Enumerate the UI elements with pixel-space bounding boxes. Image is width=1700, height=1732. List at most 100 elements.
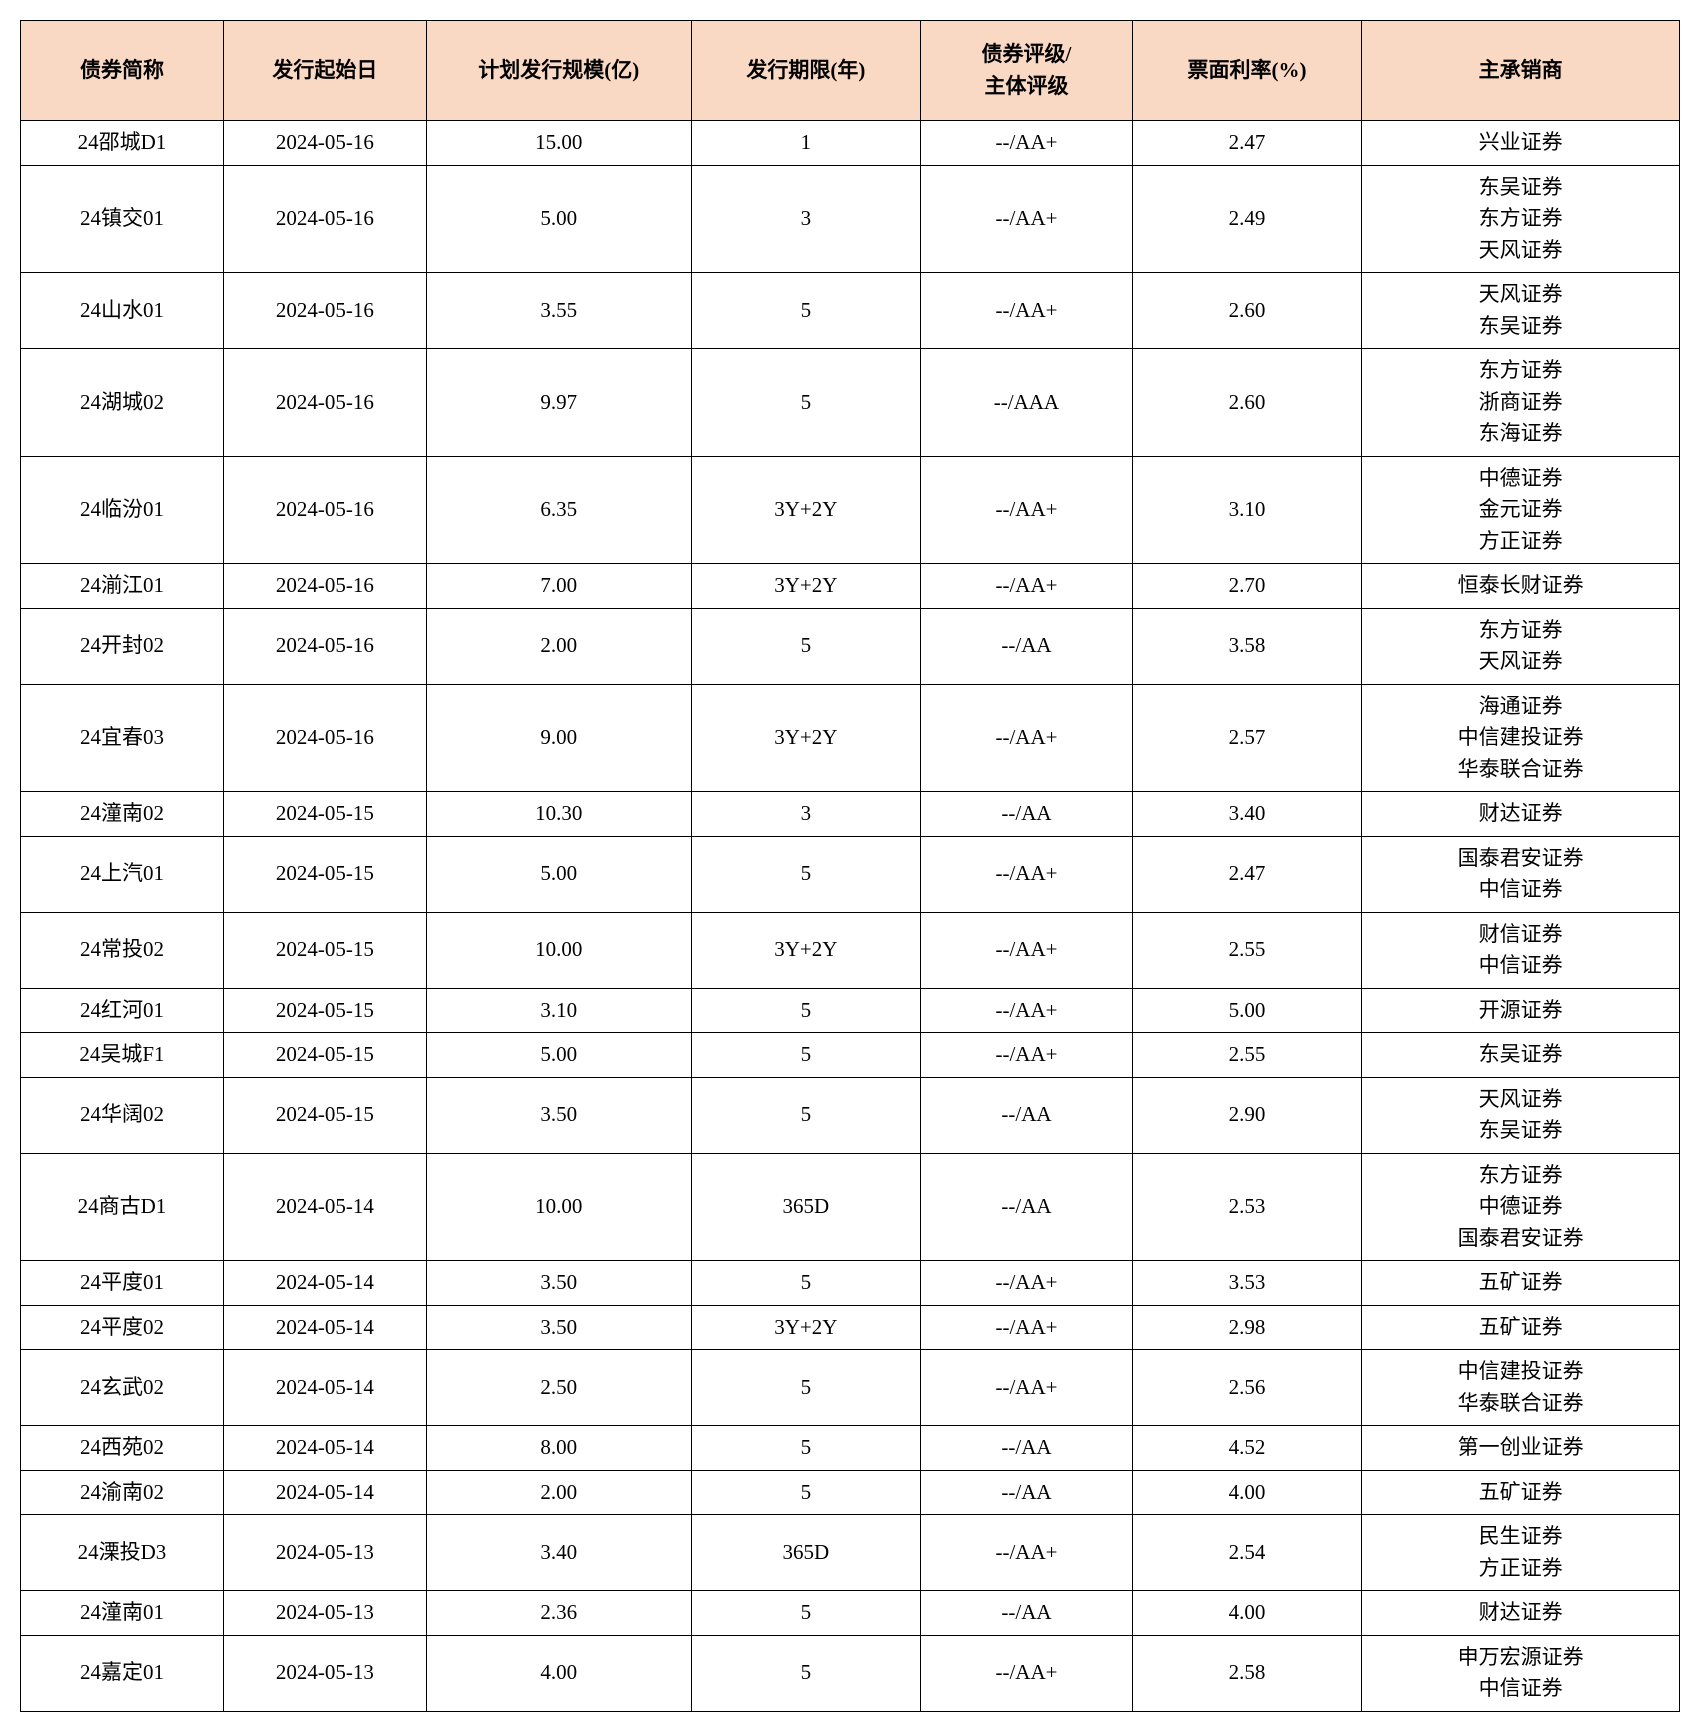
cell-underwriter: 开源证券	[1362, 988, 1680, 1033]
cell-scale: 2.00	[426, 608, 691, 684]
header-rate: 票面利率(%)	[1132, 21, 1361, 121]
cell-scale: 8.00	[426, 1426, 691, 1471]
cell-rate: 4.00	[1132, 1591, 1361, 1636]
header-rating: 债券评级/ 主体评级	[921, 21, 1133, 121]
cell-term: 1	[691, 121, 920, 166]
cell-issue-date: 2024-05-14	[223, 1305, 426, 1350]
cell-issue-date: 2024-05-16	[223, 684, 426, 792]
cell-underwriter: 天风证券 东吴证券	[1362, 1077, 1680, 1153]
cell-issue-date: 2024-05-16	[223, 608, 426, 684]
cell-rate: 2.90	[1132, 1077, 1361, 1153]
table-row: 24临汾012024-05-166.353Y+2Y--/AA+3.10中德证券 …	[21, 456, 1680, 564]
cell-scale: 4.00	[426, 1635, 691, 1711]
cell-term: 5	[691, 1350, 920, 1426]
cell-rating: --/AA+	[921, 912, 1133, 988]
cell-term: 5	[691, 1470, 920, 1515]
cell-rating: --/AA+	[921, 1635, 1133, 1711]
cell-rating: --/AA+	[921, 165, 1133, 273]
cell-rate: 4.00	[1132, 1470, 1361, 1515]
cell-issue-date: 2024-05-16	[223, 273, 426, 349]
cell-rate: 2.57	[1132, 684, 1361, 792]
cell-rate: 2.55	[1132, 912, 1361, 988]
cell-rate: 2.70	[1132, 564, 1361, 609]
cell-term: 5	[691, 1033, 920, 1078]
cell-term: 5	[691, 1261, 920, 1306]
cell-bond-name: 24吴城F1	[21, 1033, 224, 1078]
cell-rating: --/AA	[921, 1426, 1133, 1471]
table-row: 24山水012024-05-163.555--/AA+2.60天风证券 东吴证券	[21, 273, 1680, 349]
table-row: 24华阔022024-05-153.505--/AA2.90天风证券 东吴证券	[21, 1077, 1680, 1153]
cell-term: 3Y+2Y	[691, 1305, 920, 1350]
cell-underwriter: 东方证券 浙商证券 东海证券	[1362, 349, 1680, 457]
cell-rating: --/AA	[921, 792, 1133, 837]
cell-rating: --/AA+	[921, 273, 1133, 349]
cell-rating: --/AA+	[921, 1261, 1133, 1306]
table-row: 24常投022024-05-1510.003Y+2Y--/AA+2.55财信证券…	[21, 912, 1680, 988]
cell-rating: --/AA+	[921, 564, 1133, 609]
cell-underwriter: 财信证券 中信证券	[1362, 912, 1680, 988]
cell-scale: 3.50	[426, 1077, 691, 1153]
cell-rating: --/AA+	[921, 121, 1133, 166]
cell-bond-name: 24平度02	[21, 1305, 224, 1350]
cell-issue-date: 2024-05-15	[223, 1077, 426, 1153]
cell-scale: 9.97	[426, 349, 691, 457]
cell-scale: 10.00	[426, 912, 691, 988]
table-row: 24平度012024-05-143.505--/AA+3.53五矿证券	[21, 1261, 1680, 1306]
cell-underwriter: 东吴证券	[1362, 1033, 1680, 1078]
cell-rate: 2.60	[1132, 273, 1361, 349]
table-row: 24吴城F12024-05-155.005--/AA+2.55东吴证券	[21, 1033, 1680, 1078]
cell-issue-date: 2024-05-15	[223, 912, 426, 988]
cell-underwriter: 第一创业证券	[1362, 1426, 1680, 1471]
cell-bond-name: 24平度01	[21, 1261, 224, 1306]
cell-term: 3	[691, 792, 920, 837]
cell-underwriter: 民生证券 方正证券	[1362, 1515, 1680, 1591]
cell-term: 3Y+2Y	[691, 684, 920, 792]
cell-scale: 3.40	[426, 1515, 691, 1591]
cell-underwriter: 五矿证券	[1362, 1305, 1680, 1350]
cell-issue-date: 2024-05-14	[223, 1350, 426, 1426]
cell-rate: 3.10	[1132, 456, 1361, 564]
cell-term: 3	[691, 165, 920, 273]
cell-bond-name: 24临汾01	[21, 456, 224, 564]
cell-issue-date: 2024-05-15	[223, 836, 426, 912]
cell-term: 5	[691, 273, 920, 349]
header-scale: 计划发行规模(亿)	[426, 21, 691, 121]
cell-underwriter: 财达证券	[1362, 1591, 1680, 1636]
cell-term: 3Y+2Y	[691, 456, 920, 564]
cell-issue-date: 2024-05-16	[223, 121, 426, 166]
cell-rate: 2.60	[1132, 349, 1361, 457]
cell-issue-date: 2024-05-16	[223, 349, 426, 457]
cell-rate: 2.56	[1132, 1350, 1361, 1426]
table-row: 24溧投D32024-05-133.40365D--/AA+2.54民生证券 方…	[21, 1515, 1680, 1591]
cell-rate: 2.47	[1132, 836, 1361, 912]
cell-rating: --/AA	[921, 608, 1133, 684]
table-row: 24宜春032024-05-169.003Y+2Y--/AA+2.57海通证券 …	[21, 684, 1680, 792]
cell-issue-date: 2024-05-15	[223, 1033, 426, 1078]
cell-rating: --/AA	[921, 1153, 1133, 1261]
cell-term: 5	[691, 1591, 920, 1636]
cell-scale: 5.00	[426, 1033, 691, 1078]
cell-bond-name: 24华阔02	[21, 1077, 224, 1153]
cell-issue-date: 2024-05-14	[223, 1470, 426, 1515]
cell-underwriter: 兴业证券	[1362, 121, 1680, 166]
cell-underwriter: 恒泰长财证券	[1362, 564, 1680, 609]
cell-bond-name: 24湖城02	[21, 349, 224, 457]
cell-rate: 3.53	[1132, 1261, 1361, 1306]
cell-rating: --/AAA	[921, 349, 1133, 457]
cell-rating: --/AA+	[921, 836, 1133, 912]
cell-underwriter: 五矿证券	[1362, 1470, 1680, 1515]
table-row: 24西苑022024-05-148.005--/AA4.52第一创业证券	[21, 1426, 1680, 1471]
cell-underwriter: 天风证券 东吴证券	[1362, 273, 1680, 349]
cell-issue-date: 2024-05-15	[223, 792, 426, 837]
cell-bond-name: 24湔江01	[21, 564, 224, 609]
cell-bond-name: 24玄武02	[21, 1350, 224, 1426]
cell-scale: 7.00	[426, 564, 691, 609]
cell-term: 5	[691, 608, 920, 684]
cell-bond-name: 24上汽01	[21, 836, 224, 912]
table-row: 24潼南012024-05-132.365--/AA4.00财达证券	[21, 1591, 1680, 1636]
cell-underwriter: 国泰君安证券 中信证券	[1362, 836, 1680, 912]
cell-term: 365D	[691, 1515, 920, 1591]
cell-rate: 2.98	[1132, 1305, 1361, 1350]
cell-rate: 2.47	[1132, 121, 1361, 166]
cell-term: 3Y+2Y	[691, 564, 920, 609]
